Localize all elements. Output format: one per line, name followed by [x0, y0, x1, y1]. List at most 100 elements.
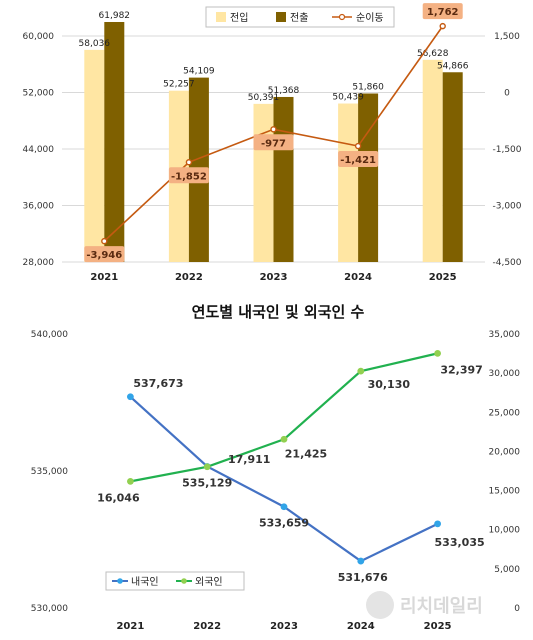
- domestic-point: [126, 393, 134, 401]
- legend-marker-foreign: [181, 578, 187, 584]
- bar-value-label: 58,036: [79, 39, 111, 49]
- legend-box: [205, 6, 395, 28]
- x-tick-label: 2022: [175, 272, 203, 283]
- data-label: 533,659: [259, 517, 309, 530]
- foreign-point: [434, 349, 441, 357]
- net-label-box: [422, 3, 463, 20]
- domestic-point: [434, 520, 441, 528]
- net-label-box: [338, 151, 379, 168]
- y2-tick-label: 20,000: [489, 447, 521, 457]
- x-tick-label: 2024: [344, 272, 372, 283]
- y-tick-label: 36,000: [23, 202, 55, 212]
- bar-value-label: 54,866: [437, 61, 469, 71]
- x-tick-label: 2021: [116, 621, 144, 632]
- foreign-point: [357, 367, 365, 375]
- domestic-point: [357, 557, 365, 565]
- data-label: 16,046: [97, 491, 140, 504]
- watermark: 리치데일리: [366, 591, 483, 619]
- globe-icon: [366, 591, 394, 619]
- legend-label-in: 전입: [230, 11, 248, 24]
- legend-label-out: 전출: [290, 12, 308, 24]
- x-tick-label: 2025: [424, 621, 452, 632]
- y2-tick-label: 0: [504, 89, 510, 99]
- bar-out: [273, 96, 294, 262]
- bar-in: [84, 49, 105, 262]
- y-tick-label: 44,000: [23, 145, 55, 155]
- bar-in: [338, 103, 359, 262]
- migration-chart: 58,036 52,257 50,391 50,439 56,628 61,982 54,1…: [23, 3, 522, 283]
- y-tick-label: 60,000: [23, 32, 55, 42]
- foreign-point: [280, 435, 288, 443]
- bar-value-label: 50,439: [332, 93, 364, 103]
- data-label: 32,397: [440, 363, 482, 376]
- net-label-box: [84, 246, 125, 263]
- net-point: [101, 237, 108, 245]
- legend-swatch-out: [276, 12, 286, 22]
- data-label: 17,911: [228, 453, 270, 466]
- y2-tick-label: 35,000: [489, 330, 521, 340]
- bar-in: [422, 59, 443, 262]
- y-tick-label: 530,000: [31, 604, 68, 614]
- y-tick-label: 540,000: [31, 330, 68, 340]
- y2-tick-label: 5,000: [494, 565, 520, 575]
- data-label: 531,676: [338, 571, 388, 584]
- foreign-point: [203, 463, 211, 471]
- x-tick-label: 2022: [193, 621, 221, 632]
- y-tick-label: 52,000: [23, 89, 55, 99]
- legend-swatch-in: [216, 12, 226, 22]
- y2-tick-label: -4,500: [492, 258, 521, 268]
- net-value-label: 1,762: [427, 7, 459, 18]
- data-label: 30,130: [368, 378, 411, 391]
- watermark-text: 리치데일리: [400, 596, 483, 617]
- net-point: [185, 159, 193, 166]
- legend: 전입 전출 순이동: [205, 6, 395, 28]
- y2-tick-label: 1,500: [494, 32, 520, 42]
- data-label: 533,035: [435, 536, 485, 549]
- x-tick-label: 2021: [90, 272, 118, 283]
- legend-marker-net: [338, 13, 346, 21]
- bar-value-label: 51,860: [352, 82, 384, 92]
- y-tick-label: 28,000: [23, 258, 55, 268]
- data-label: 537,673: [133, 377, 183, 390]
- data-label: 21,425: [285, 447, 327, 460]
- x-tick-label: 2023: [260, 272, 288, 283]
- bar-out: [442, 72, 463, 262]
- net-value-label: -3,946: [86, 250, 122, 261]
- bar-value-label: 56,628: [417, 49, 449, 59]
- bar-out: [104, 22, 125, 263]
- net-point: [439, 22, 446, 30]
- data-label: 535,129: [182, 476, 232, 489]
- net-point: [354, 142, 362, 150]
- y2-tick-label: -3,000: [492, 202, 521, 212]
- net-value-label: -1,852: [171, 171, 207, 182]
- bar-out: [358, 93, 379, 263]
- bar-value-label: 52,257: [163, 80, 195, 90]
- bar-value-label: 61,982: [99, 11, 131, 21]
- domestic-line: [129, 395, 439, 563]
- x-tick-label: 2025: [429, 272, 457, 283]
- bar-value-label: 54,109: [183, 67, 215, 77]
- domestic-point: [280, 503, 288, 511]
- foreign-point: [126, 477, 134, 485]
- chart-title: 연도별 내국인 및 외국인 수: [192, 303, 365, 321]
- population-chart: 연도별 내국인 및 외국인 수 530,000 535,000 540,000 0 5…: [31, 303, 521, 632]
- legend-label-foreign: 외국인: [195, 576, 223, 588]
- x-tick-label: 2023: [270, 621, 298, 632]
- legend-marker-domestic: [117, 578, 123, 584]
- y2-tick-label: 10,000: [489, 526, 521, 536]
- y2-tick-label: 30,000: [489, 369, 521, 379]
- foreign-line: [130, 352, 438, 483]
- y2-tick-label: -1,500: [492, 145, 521, 155]
- y2-tick-label: 15,000: [489, 487, 521, 497]
- bar-value-label: 51,368: [268, 86, 300, 96]
- bar-value-label: 50,391: [248, 93, 280, 103]
- legend: 내국인 외국인: [105, 571, 245, 591]
- net-value-label: -1,421: [340, 155, 376, 166]
- legend-box: [105, 571, 245, 591]
- legend-label-net: 순이동: [356, 12, 384, 24]
- legend-label-domestic: 내국인: [131, 576, 159, 588]
- net-value-label: -977: [261, 138, 286, 149]
- y2-tick-label: 0: [514, 604, 520, 614]
- net-point: [270, 126, 277, 133]
- bar-in: [253, 103, 274, 263]
